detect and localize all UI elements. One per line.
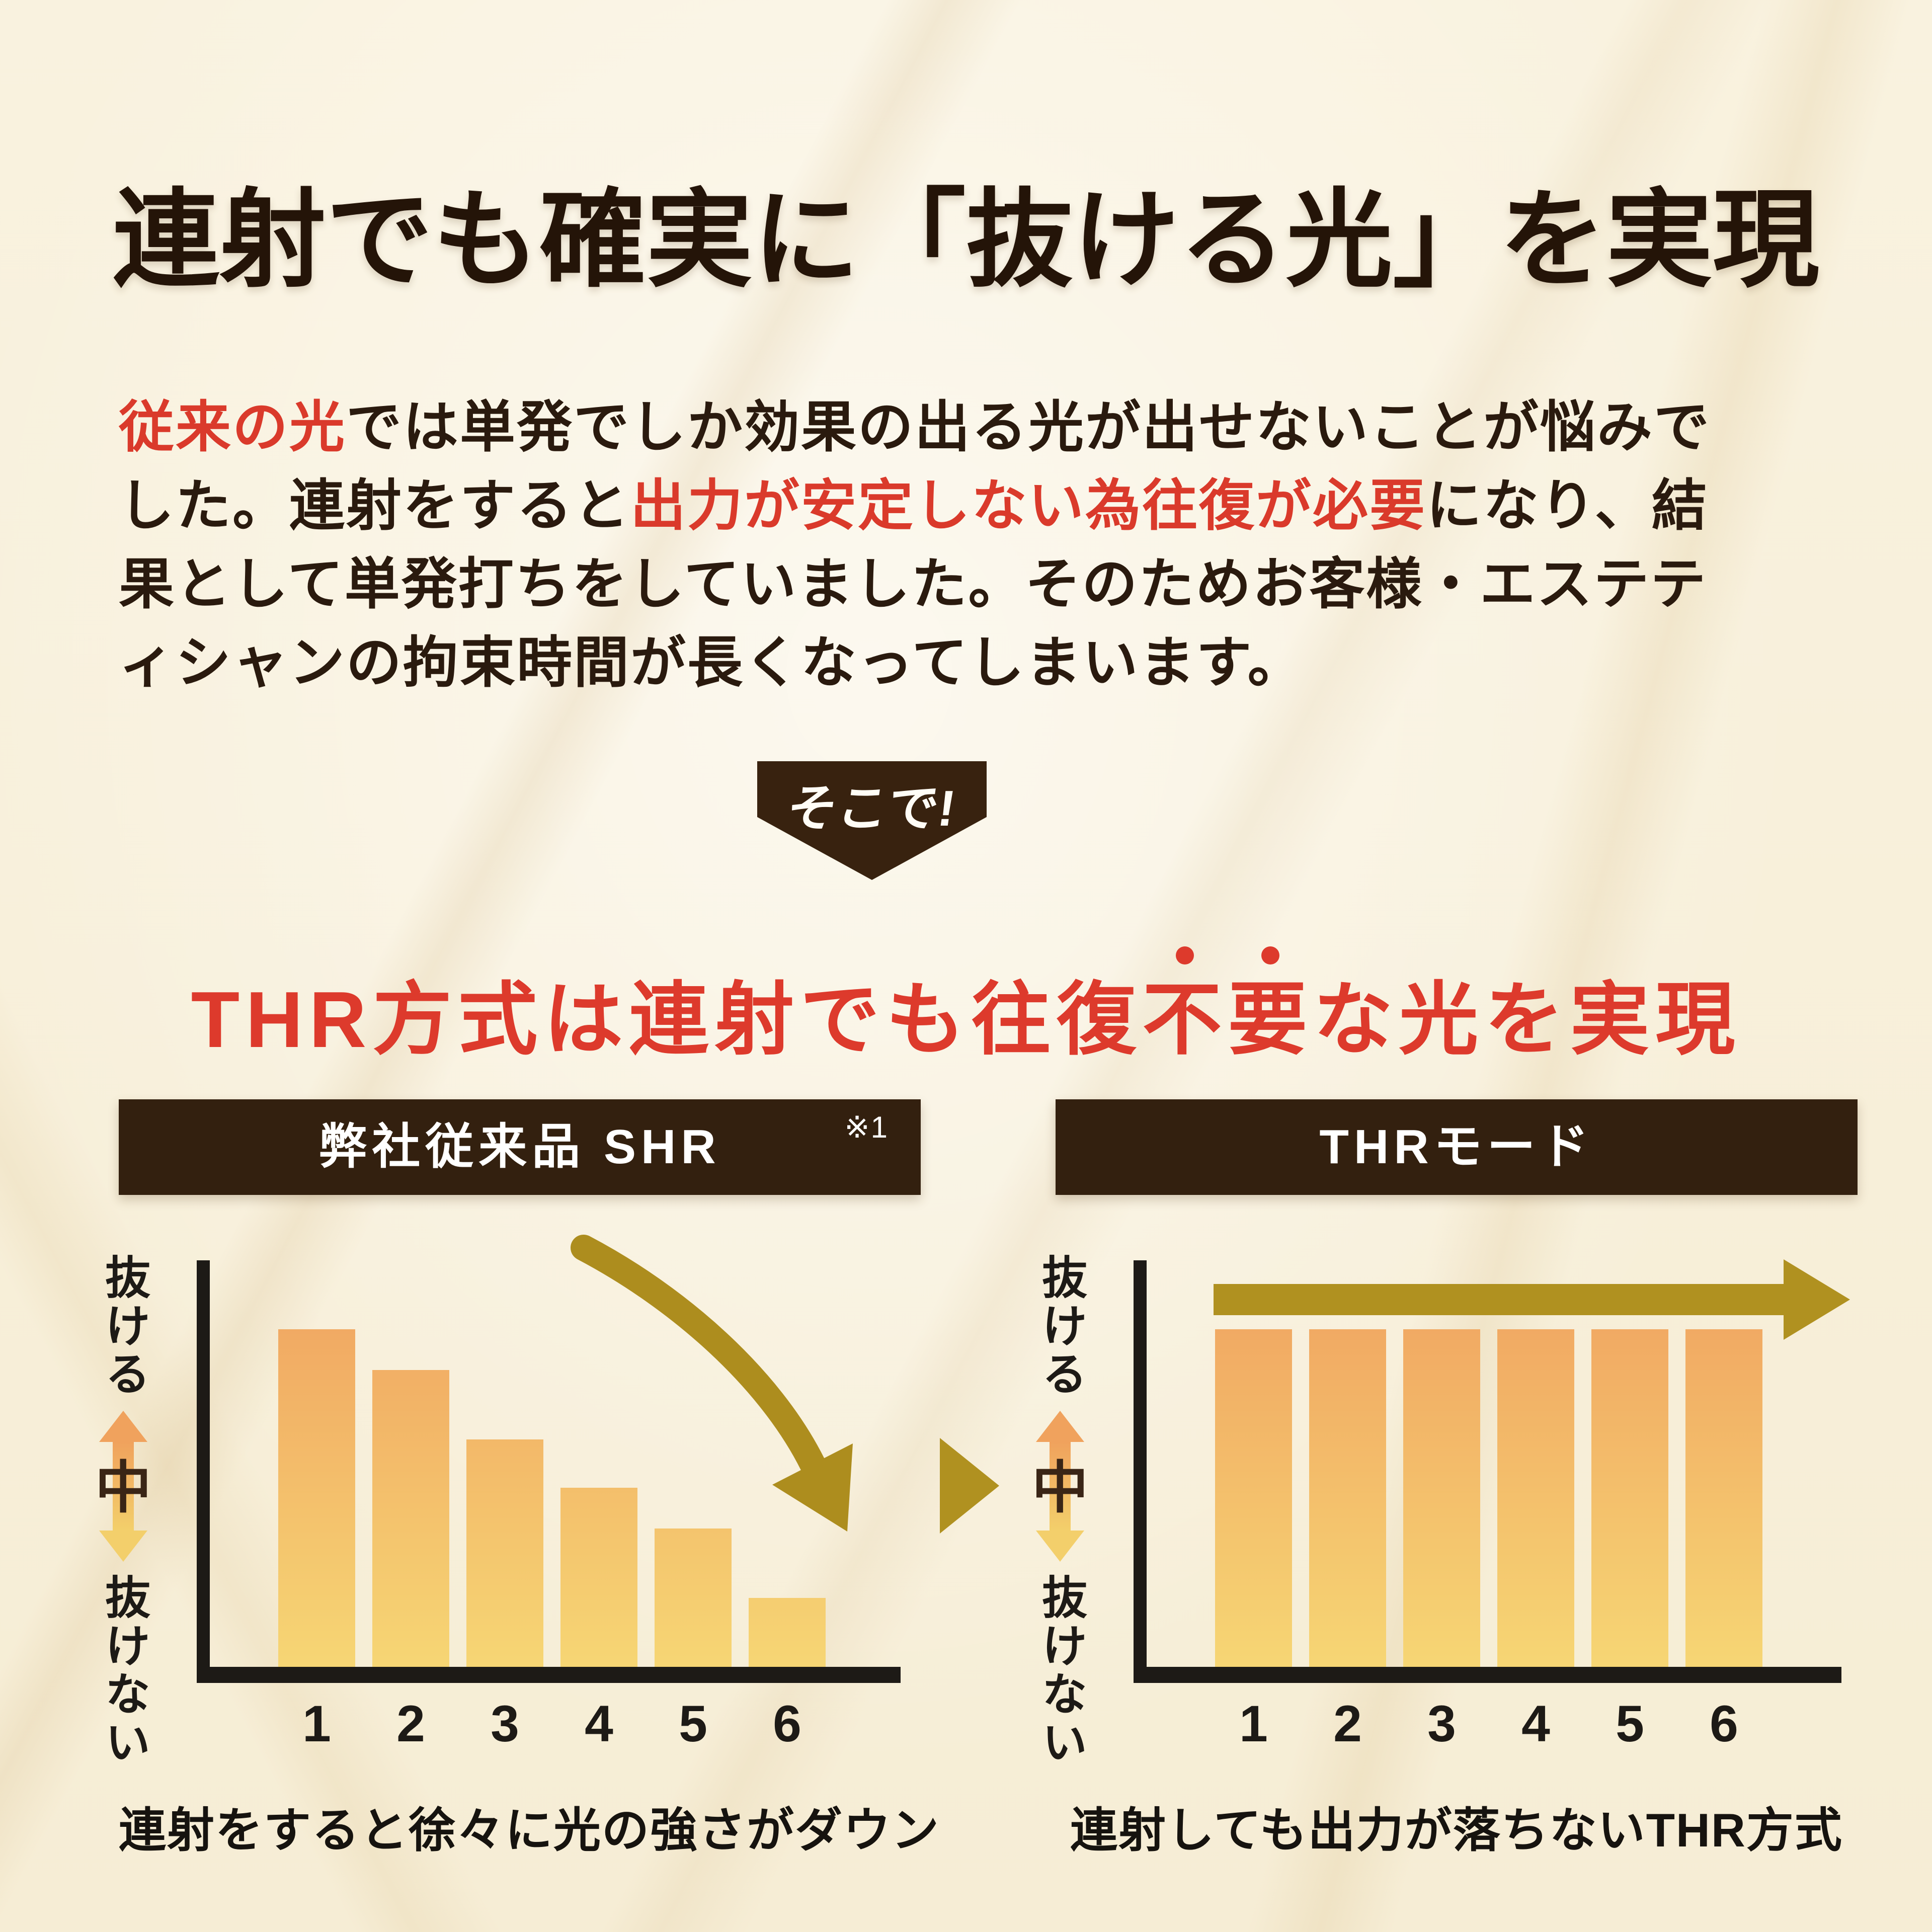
intro-line: した。連射をすると出力が安定しない為往復が必要になり、結 — [119, 467, 1839, 545]
transition-triangle-icon — [940, 1438, 999, 1534]
right-chart-header: THRモード — [1056, 1099, 1858, 1195]
up-arrowhead-icon — [99, 1411, 147, 1442]
right-y-label-bottom: 抜けない — [1035, 1574, 1085, 1767]
intro-text: になり、結 — [1426, 475, 1709, 537]
intro-line: ィシャンの拘束時間が長くなってしまいます。 — [119, 624, 1839, 702]
arrow-body — [1050, 1442, 1071, 1531]
left-chart-footnote-mark: ※1 — [844, 1110, 889, 1144]
page-title: 連射でも確実に「抜ける光」を実現 — [113, 180, 1819, 299]
arrow-body — [113, 1442, 134, 1531]
down-arrowhead-icon — [1036, 1531, 1084, 1562]
left-chart-header: 弊社従来品 SHR ※1 — [119, 1099, 921, 1195]
right-bar-4 — [1497, 1329, 1574, 1667]
right-xlabel-4: 4 — [1521, 1695, 1550, 1752]
left-xlabel-5: 5 — [679, 1695, 707, 1752]
right-bars — [1215, 1260, 1784, 1667]
left-xlabel-4: 4 — [585, 1695, 613, 1752]
up-arrowhead-icon — [1036, 1411, 1084, 1442]
intro-text: ィシャンの拘束時間が長くなってしまいます。 — [119, 632, 1305, 694]
right-xlabel-3: 3 — [1427, 1695, 1456, 1752]
intro-text: では単発でしか効果の出る光が出せないことが悩みで — [346, 396, 1711, 458]
intro-line: 従来の光では単発でしか効果の出る光が出せないことが悩みで — [119, 388, 1839, 467]
right-x-axis-line — [1134, 1667, 1841, 1683]
right-xlabel-6: 6 — [1710, 1695, 1738, 1752]
sokode-banner-label: そこで! — [783, 780, 959, 837]
declining-curve-arrow-icon — [571, 1235, 853, 1532]
left-chart-caption: 連射をすると徐々に光の強さがダウン — [119, 1804, 940, 1857]
left-bar-3 — [466, 1439, 543, 1667]
left-bar-6 — [749, 1598, 826, 1667]
left-x-axis-line — [197, 1667, 901, 1683]
left-chart-header-label: 弊社従来品 SHR — [318, 1120, 721, 1174]
right-xlabel-5: 5 — [1616, 1695, 1644, 1752]
left-y-axis-line — [197, 1260, 210, 1683]
steady-arrow-body-icon — [1214, 1284, 1785, 1315]
headline-text: THR方式は連射でも往復 — [191, 976, 1143, 1064]
right-bar-6 — [1685, 1329, 1762, 1667]
right-bar-5 — [1591, 1329, 1668, 1667]
right-updown-arrow-icon: 中 — [1032, 1411, 1088, 1562]
right-chart-caption: 連射しても出力が落ちないTHR方式 — [1070, 1804, 1843, 1857]
intro-text: 果として単発打ちをしていました。そのためお客様・エステテ — [119, 553, 1708, 615]
right-y-label-top: 抜ける — [1035, 1254, 1085, 1399]
left-bar-1 — [278, 1329, 355, 1667]
left-y-label-bottom: 抜けない — [98, 1574, 148, 1767]
headline-dotted-char: 要 — [1228, 976, 1314, 1064]
right-xlabel-1: 1 — [1239, 1695, 1268, 1752]
right-chart-header-label: THRモード — [1319, 1120, 1594, 1174]
down-arrowhead-icon — [99, 1531, 147, 1562]
left-xlabel-3: 3 — [491, 1695, 519, 1752]
right-xlabel-2: 2 — [1333, 1695, 1362, 1752]
headline-text: な光を実現 — [1313, 976, 1741, 1064]
right-y-axis-labels: 抜ける 中 抜けない — [1017, 1254, 1103, 1772]
left-xlabel-6: 6 — [773, 1695, 801, 1752]
right-bar-2 — [1309, 1329, 1386, 1667]
intro-highlight: 出力が安定しない為往復が必要 — [630, 475, 1426, 537]
left-y-label-mid: 中 — [95, 1456, 151, 1519]
left-bars — [278, 1260, 847, 1667]
right-x-labels: 1 2 3 4 5 6 — [1215, 1695, 1784, 1755]
left-bar-2 — [372, 1370, 449, 1667]
intro-text: した。連射をすると — [119, 475, 630, 537]
right-bar-3 — [1403, 1329, 1480, 1667]
thr-headline: THR方式は連射でも往復不要な光を実現 — [0, 955, 1932, 1070]
steady-arrow-head-icon — [1784, 1259, 1850, 1340]
intro-paragraph: 従来の光では単発でしか効果の出る光が出せないことが悩みで した。連射をすると出力が… — [119, 388, 1839, 702]
sokode-banner: そこで! — [757, 761, 987, 880]
intro-highlight: 従来の光 — [119, 396, 346, 458]
left-x-labels: 1 2 3 4 5 6 — [278, 1695, 847, 1755]
right-bar-1 — [1215, 1329, 1292, 1667]
left-xlabel-1: 1 — [302, 1695, 331, 1752]
left-updown-arrow-icon: 中 — [95, 1411, 151, 1562]
left-xlabel-2: 2 — [396, 1695, 425, 1752]
headline-dotted-char: 不 — [1142, 976, 1228, 1064]
left-bar-5 — [655, 1528, 732, 1667]
left-bar-4 — [560, 1488, 637, 1667]
intro-line: 果として単発打ちをしていました。そのためお客様・エステテ — [119, 545, 1839, 624]
right-y-axis-line — [1134, 1260, 1147, 1683]
left-y-label-top: 抜ける — [98, 1254, 148, 1399]
right-y-label-mid: 中 — [1032, 1456, 1088, 1519]
left-y-axis-labels: 抜ける 中 抜けない — [80, 1254, 166, 1772]
